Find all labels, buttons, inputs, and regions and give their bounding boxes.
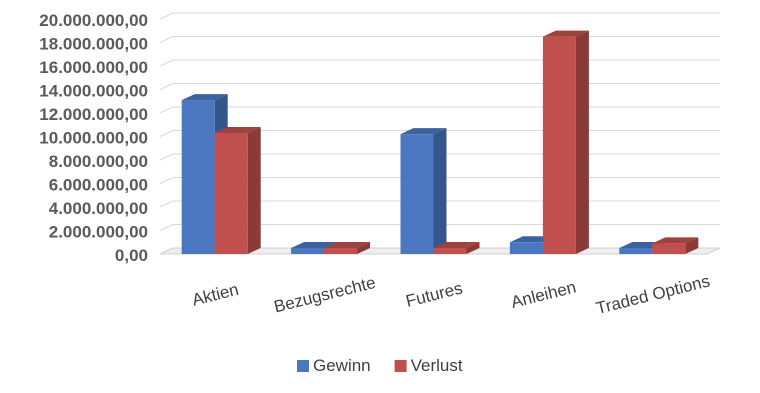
gridline bbox=[159, 12, 720, 20]
x-tick-label: Bezugsrechte bbox=[272, 273, 377, 317]
bar-front bbox=[509, 242, 543, 254]
y-tick-label: 10.000.000,00 bbox=[39, 129, 148, 148]
bar-verlust-traded-options bbox=[652, 237, 699, 254]
y-tick-label: 14.000.000,00 bbox=[39, 82, 148, 101]
y-tick-label: 8.000.000,00 bbox=[49, 152, 148, 171]
bar-top bbox=[214, 126, 261, 133]
x-tick-label: Anleihen bbox=[509, 277, 578, 311]
gridline bbox=[159, 106, 720, 114]
bar-front bbox=[214, 132, 248, 254]
y-tick-label: 20.000.000,00 bbox=[39, 11, 148, 30]
gridline bbox=[159, 224, 720, 231]
bar-side bbox=[685, 237, 699, 254]
y-tick-label: 0,00 bbox=[115, 246, 148, 265]
legend-item-verlust: Verlust bbox=[394, 356, 463, 375]
y-tick-label: 6.000.000,00 bbox=[49, 176, 148, 195]
bar-front bbox=[433, 248, 467, 254]
gridline bbox=[159, 153, 720, 161]
y-tick-label: 4.000.000,00 bbox=[49, 199, 148, 218]
bar-side bbox=[357, 242, 371, 254]
bar-side bbox=[433, 128, 447, 254]
legend-swatch bbox=[297, 360, 309, 372]
legend-swatch bbox=[394, 360, 407, 372]
bar-top bbox=[324, 242, 371, 248]
gridline bbox=[159, 83, 720, 90]
bar-top bbox=[542, 30, 589, 37]
gridline bbox=[159, 177, 720, 184]
bar-front bbox=[400, 134, 434, 254]
y-axis-tick-labels: 0,00 2.000.000,00 4.000.000,00 6.000.000,00… bbox=[39, 11, 148, 265]
legend: Gewinn Verlust bbox=[297, 356, 463, 375]
y-tick-label: 2.000.000,00 bbox=[49, 223, 148, 242]
bar-front bbox=[542, 36, 576, 254]
bar-verlust-bezugsrechte bbox=[324, 242, 371, 254]
x-tick-label: Traded Options bbox=[594, 271, 712, 318]
gridline bbox=[159, 36, 720, 43]
gridline bbox=[159, 59, 720, 67]
y-tick-label: 18.000.000,00 bbox=[39, 35, 148, 54]
bar-side bbox=[247, 126, 261, 254]
bar-top bbox=[433, 242, 480, 248]
bar-side bbox=[575, 30, 589, 254]
bar-top bbox=[400, 128, 447, 135]
y-tick-label: 12.000.000,00 bbox=[39, 105, 148, 124]
bar-top bbox=[181, 94, 228, 101]
bar-gewinn-futures bbox=[400, 128, 447, 254]
bar-front bbox=[652, 243, 686, 254]
bar-verlust-futures bbox=[433, 242, 480, 254]
gridline bbox=[159, 200, 720, 208]
bar-verlust-aktien bbox=[214, 126, 261, 254]
bars bbox=[181, 30, 699, 254]
gridlines bbox=[159, 12, 720, 255]
bar-front bbox=[181, 100, 215, 254]
x-axis-tick-labels: Aktien Bezugsrechte Futures Anleihen Traded … bbox=[190, 271, 712, 318]
bar-front bbox=[291, 248, 325, 254]
bar-front bbox=[324, 248, 358, 254]
bar-front bbox=[619, 248, 653, 254]
bar-top bbox=[291, 242, 338, 248]
x-tick-label: Aktien bbox=[190, 280, 240, 310]
x-tick-label: Futures bbox=[404, 278, 465, 310]
bar-side bbox=[466, 242, 480, 254]
gridline bbox=[159, 130, 720, 137]
legend-item-gewinn: Gewinn bbox=[297, 356, 371, 375]
y-tick-label: 16.000.000,00 bbox=[39, 58, 148, 77]
legend-label: Gewinn bbox=[313, 356, 371, 375]
legend-label: Verlust bbox=[411, 356, 463, 375]
bar-top bbox=[652, 237, 699, 244]
bar-verlust-anleihen bbox=[542, 30, 589, 254]
